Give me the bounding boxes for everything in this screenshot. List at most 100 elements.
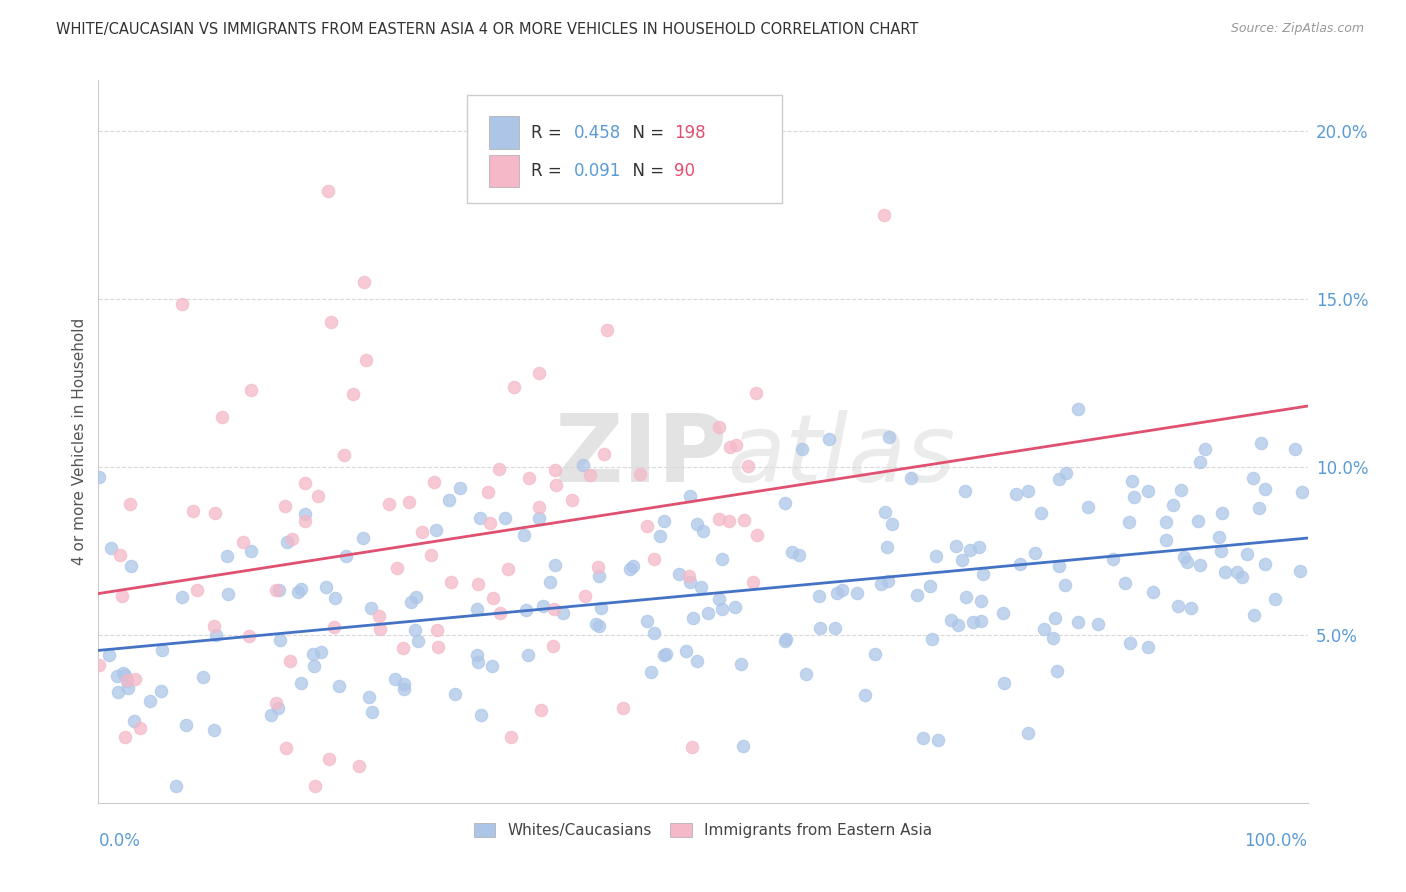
Point <box>322 620 344 634</box>
Point <box>112 665 135 680</box>
Point <box>588 619 610 633</box>
Point <box>529 366 551 380</box>
Text: N =: N = <box>621 124 669 142</box>
Text: 0.458: 0.458 <box>574 124 621 142</box>
Point <box>423 475 446 490</box>
Point <box>302 659 325 673</box>
Point <box>1017 484 1039 499</box>
Point <box>955 483 977 498</box>
Point <box>1264 592 1286 607</box>
Point <box>449 481 471 495</box>
Point <box>1008 557 1031 571</box>
Text: N =: N = <box>621 161 669 179</box>
Point <box>239 384 262 398</box>
Point <box>267 700 290 714</box>
Point <box>941 613 963 627</box>
Point <box>1154 515 1177 529</box>
Point <box>873 208 896 222</box>
Point <box>502 380 524 394</box>
Point <box>773 496 796 510</box>
Point <box>405 590 427 604</box>
Point <box>959 542 981 557</box>
Point <box>232 535 254 549</box>
Point <box>945 539 967 553</box>
Point <box>1208 529 1230 543</box>
Point <box>361 706 384 720</box>
Point <box>426 640 449 655</box>
Point <box>972 566 994 581</box>
Point <box>1194 442 1216 456</box>
Point <box>794 666 817 681</box>
Point <box>544 478 567 492</box>
Point <box>900 471 922 485</box>
Point <box>1213 566 1236 580</box>
Point <box>204 723 226 738</box>
Point <box>1042 631 1064 645</box>
Point <box>993 676 1015 690</box>
Point <box>679 574 702 589</box>
Point <box>1188 558 1211 573</box>
Point <box>1291 484 1313 499</box>
Point <box>1284 442 1306 456</box>
Point <box>465 601 488 615</box>
Point <box>411 525 433 540</box>
Point <box>1230 570 1253 584</box>
Point <box>1236 547 1258 561</box>
Point <box>347 758 370 772</box>
Point <box>202 619 225 633</box>
Point <box>1017 726 1039 740</box>
Point <box>790 442 813 457</box>
Point <box>733 513 755 527</box>
Point <box>541 640 564 654</box>
Point <box>773 634 796 648</box>
Point <box>1170 483 1192 497</box>
Point <box>304 779 326 793</box>
Point <box>1156 533 1178 547</box>
Point <box>745 386 768 401</box>
Point <box>290 676 312 690</box>
Point <box>711 551 734 566</box>
Point <box>217 587 239 601</box>
Point <box>918 579 941 593</box>
Point <box>150 643 173 657</box>
Point <box>711 601 734 615</box>
Point <box>328 679 350 693</box>
Text: Source: ZipAtlas.com: Source: ZipAtlas.com <box>1230 22 1364 36</box>
Point <box>527 511 550 525</box>
Point <box>465 648 488 662</box>
Point <box>707 592 730 607</box>
Point <box>420 548 443 562</box>
Point <box>1243 608 1265 623</box>
Point <box>707 420 730 434</box>
Point <box>831 582 853 597</box>
Point <box>1101 551 1123 566</box>
Point <box>392 682 415 697</box>
Point <box>191 670 214 684</box>
Point <box>718 440 741 454</box>
Point <box>876 540 898 554</box>
Point <box>100 541 122 556</box>
Point <box>399 595 422 609</box>
Point <box>690 580 713 594</box>
Point <box>108 548 131 562</box>
Point <box>217 549 239 563</box>
Point <box>488 462 510 476</box>
Point <box>636 518 658 533</box>
Point <box>124 714 146 728</box>
Point <box>1121 474 1143 488</box>
Point <box>1054 466 1077 480</box>
Point <box>1029 506 1052 520</box>
Text: WHITE/CAUCASIAN VS IMMIGRANTS FROM EASTERN ASIA 4 OR MORE VEHICLES IN HOUSEHOLD : WHITE/CAUCASIAN VS IMMIGRANTS FROM EASTE… <box>56 22 918 37</box>
Point <box>692 524 714 538</box>
Point <box>278 654 301 668</box>
Point <box>264 582 287 597</box>
Point <box>398 495 420 509</box>
Point <box>824 621 846 635</box>
Point <box>294 515 316 529</box>
Point <box>501 730 523 744</box>
Point <box>643 626 665 640</box>
Point <box>585 616 607 631</box>
Point <box>118 497 141 511</box>
Point <box>724 438 747 452</box>
Point <box>1024 546 1046 560</box>
